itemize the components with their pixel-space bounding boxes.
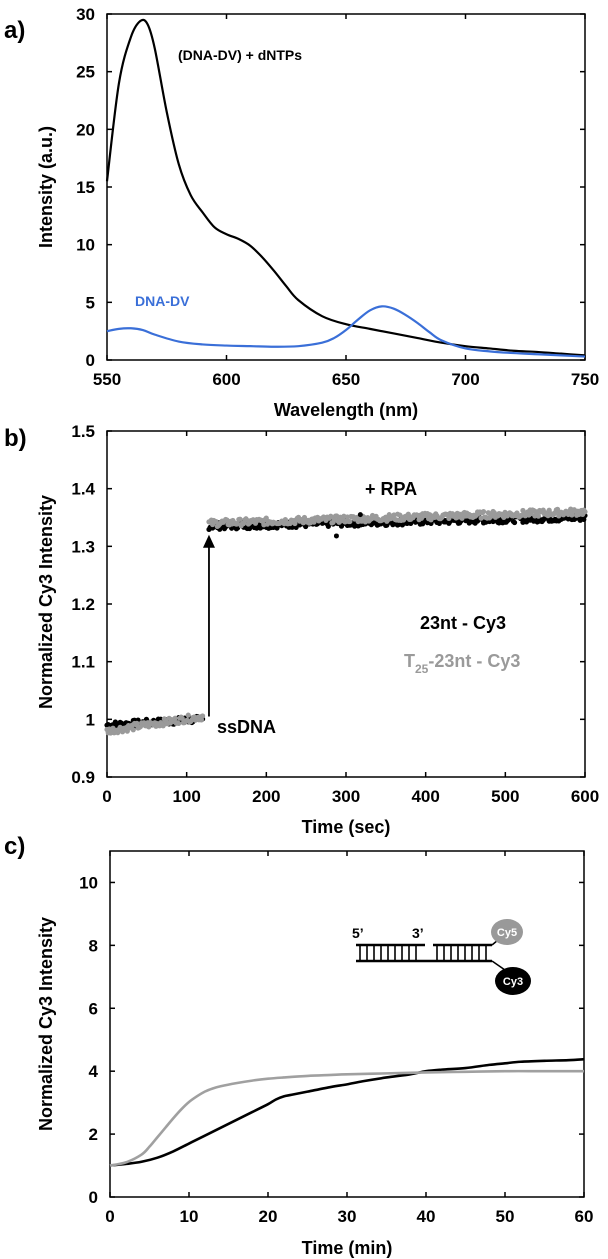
y-tick-label: 2 [89,1125,98,1144]
y-tick-label: 30 [76,5,95,24]
chart-a-annotation-dnadv: DNA-DV [135,293,190,309]
schematic-cy3-linker [491,960,506,971]
x-tick-label: 30 [338,1207,357,1226]
point-t25-23nt [200,713,206,719]
y-tick-label: 1.5 [71,422,95,441]
y-tick-label: 6 [89,999,98,1018]
chart-a-ticks: 550 600 650 700 750 0 5 10 15 20 25 30 [76,5,599,389]
y-tick-label: 0.9 [71,768,95,787]
point-t25-23nt [130,727,136,733]
chart-c: 0 10 20 30 40 50 60 0 2 4 6 8 10 5’ 3’ Cy5 Cy3 Time … [36,850,593,1258]
chart-c-xlabel: Time (min) [302,1238,393,1258]
chart-a: 550 600 650 700 750 0 5 10 15 20 25 30 (DNA-DV) + d… [36,5,599,420]
chart-b-annotation-rpa: + RPA [365,479,417,499]
y-tick-label: 10 [76,236,95,255]
y-tick-label: 15 [76,178,95,197]
point-t25-23nt [237,516,243,522]
x-tick-label: 100 [172,787,200,806]
x-tick-label: 0 [102,787,111,806]
point-t25-23nt [134,720,140,726]
chart-c-ylabel: Normalized Cy3 Intensity [36,917,56,1131]
point-t25-23nt [480,508,487,515]
y-tick-label: 0 [86,351,95,370]
point-t25-23nt [176,720,182,727]
y-tick-label: 1.1 [71,653,95,672]
chart-b-ticks: 0 100 200 300 400 500 600 0.9 1 1.1 1.2 1.3 1.4 1.5 [71,422,599,806]
chart-b: 0 100 200 300 400 500 600 0.9 1 1.1 1.2 1.3 1.4 1.5 s… [36,422,599,837]
panel-c-label: c) [4,833,25,860]
y-tick-label: 10 [79,873,98,892]
point-t25-23nt [179,715,185,722]
series-black-line [109,1057,585,1167]
chart-b-annotation-ssdna: ssDNA [217,717,276,737]
chart-b-xlabel: Time (sec) [302,817,391,837]
x-tick-label: 200 [252,787,280,806]
point-t25-23nt [347,518,353,525]
x-tick-label: 60 [575,1207,594,1226]
dna-schematic: 5’ 3’ Cy5 Cy3 [352,919,531,995]
y-tick-label: 1.4 [71,480,95,499]
x-tick-label: 20 [259,1207,278,1226]
x-tick-label: 600 [212,370,240,389]
x-tick-label: 50 [496,1207,515,1226]
x-tick-label: 500 [491,787,519,806]
schematic-base-pairs [359,945,487,961]
y-tick-label: 4 [89,1062,99,1081]
chart-a-series [105,18,586,358]
chart-c-frame [109,850,585,1198]
cy3-dye-shape [495,967,531,995]
x-tick-label: 300 [332,787,360,806]
point-t25-23nt [185,712,191,718]
point-t25-23nt [582,509,588,515]
point-23nt-outlier [357,512,363,518]
point-t25-23nt [172,715,178,721]
point-23nt-outlier [333,533,339,539]
chart-c-series [109,1057,585,1167]
chart-c-ticks: 0 10 20 30 40 50 60 0 2 4 6 8 10 [79,851,593,1226]
point-23nt [303,523,309,530]
x-tick-label: 650 [332,370,360,389]
point-t25-23nt [405,511,411,517]
schematic-3prime-label: 3’ [412,925,424,941]
point-23nt [436,520,442,526]
chart-a-annotation-dnadv-dntps: (DNA-DV) + dNTPs [178,47,302,63]
chart-b-legend-black: 23nt - Cy3 [420,613,506,633]
x-tick-label: 0 [105,1207,114,1226]
rpa-addition-arrow-head [202,534,215,548]
y-tick-label: 0 [89,1188,98,1207]
chart-b-ylabel: Normalized Cy3 Intensity [36,495,56,709]
y-tick-label: 25 [76,63,95,82]
y-tick-label: 5 [86,293,95,312]
cy5-label: Cy5 [497,927,517,939]
x-tick-label: 700 [451,370,479,389]
y-tick-label: 8 [89,936,98,955]
series-dnadv-line [106,305,586,358]
x-tick-label: 550 [93,370,121,389]
chart-b-series [104,506,588,736]
chart-a-xlabel: Wavelength (nm) [274,400,418,420]
x-tick-label: 600 [571,787,599,806]
x-tick-label: 750 [571,370,599,389]
x-tick-label: 40 [417,1207,436,1226]
y-tick-label: 20 [76,120,95,139]
panel-a-label: a) [4,17,25,44]
panel-b-label: b) [4,425,27,452]
x-tick-label: 10 [180,1207,199,1226]
schematic-5prime-label: 5’ [352,925,364,941]
y-tick-label: 1.2 [71,595,95,614]
series-grey-line [109,1069,584,1167]
chart-b-legend-grey: T25-23nt - Cy3 [404,651,520,676]
chart-a-ylabel: Intensity (a.u.) [36,126,56,248]
point-t25-23nt [311,519,317,525]
cy5-dye-shape [491,919,523,945]
cy3-label: Cy3 [503,976,523,988]
series-dnadv-dntps-line [105,18,586,357]
x-tick-label: 400 [411,787,439,806]
point-t25-23nt [554,506,561,512]
point-t25-23nt [535,513,542,519]
point-23nt [511,519,518,526]
y-tick-label: 1 [86,710,95,729]
y-tick-label: 1.3 [71,537,95,556]
